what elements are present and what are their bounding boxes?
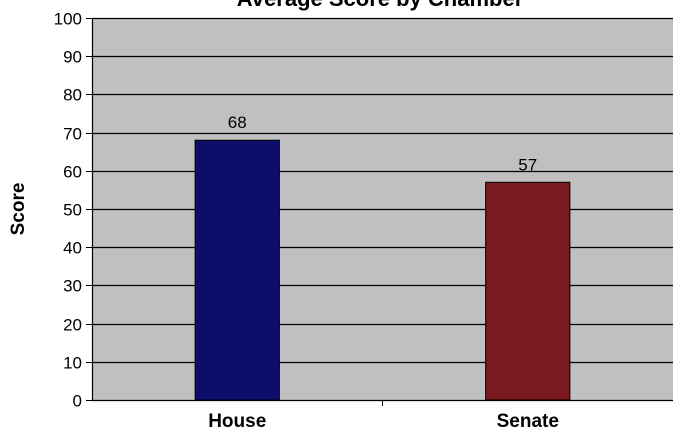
labels: 0 10 20 30 40 50 60 70 80 90 100 68 House 57 Senate [54,10,559,433]
y-axis-title: Score [8,183,29,236]
axes [86,18,673,406]
y-tick-label: 30 [63,277,82,296]
y-tick-label: 20 [63,316,82,335]
y-tick-label: 40 [63,239,82,258]
y-tick-label: 90 [63,48,82,67]
y-tick-label: 70 [63,125,82,144]
y-tick-label: 100 [54,10,82,29]
x-category-label-house: House [208,411,266,430]
bar-house [194,139,280,401]
data-label-house: 68 [228,113,247,132]
bars [194,139,571,401]
bar-senate [485,181,571,401]
gridlines [92,17,673,364]
y-tick-label: 50 [63,201,82,220]
y-tick-label: 80 [63,86,82,105]
chart-title: Average Score by Chamber [237,0,524,11]
y-tick-label: 10 [63,354,82,373]
x-category-label-senate: Senate [497,411,559,430]
data-label-senate: 57 [518,155,537,174]
y-tick-label: 0 [73,392,82,411]
y-tick-label: 60 [63,163,82,182]
